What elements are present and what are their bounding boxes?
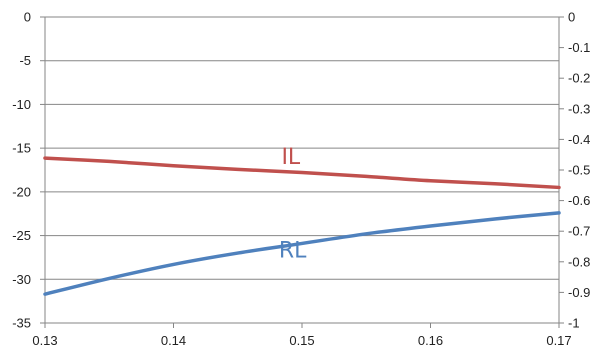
right-y-tick-label: -0.9 — [568, 285, 590, 300]
right-y-tick-label: -0.8 — [568, 254, 590, 269]
left-y-tick-label: -5 — [19, 53, 31, 68]
x-tick-label: 0.14 — [161, 333, 186, 348]
right-y-tick-label: -0.4 — [568, 132, 590, 147]
series-line-il — [43, 156, 561, 190]
series-line-rl — [43, 211, 561, 296]
series-label-rl: RL — [279, 238, 307, 263]
left-y-tick-label: -15 — [12, 141, 31, 156]
x-tick-label: 0.16 — [418, 333, 443, 348]
series-labels: IL RL — [279, 145, 307, 264]
left-y-tick-label: -20 — [12, 184, 31, 199]
x-tick-label: 0.17 — [546, 333, 571, 348]
left-y-tick-label: 0 — [24, 10, 31, 25]
axis-ticks: 0 -5 -10 -15 -20 -25 -30 -35 0 -0.1 -0.2 -0.3 -0.4 -0… — [12, 10, 590, 349]
series-lines — [43, 156, 561, 296]
x-tick-label: 0.15 — [289, 333, 314, 348]
x-tick-label: 0.13 — [32, 333, 57, 348]
right-y-tick-label: 0 — [568, 10, 575, 25]
left-y-tick-label: -10 — [12, 97, 31, 112]
right-y-tick-label: -1 — [568, 316, 580, 331]
left-y-tick-label: -35 — [12, 316, 31, 331]
right-y-tick-label: -0.5 — [568, 163, 590, 178]
right-y-tick-label: -0.6 — [568, 193, 590, 208]
series-label-il: IL — [281, 145, 300, 170]
right-y-tick-label: -0.1 — [568, 40, 590, 55]
left-y-tick-label: -25 — [12, 228, 31, 243]
gridlines — [45, 16, 559, 324]
left-y-tick-label: -30 — [12, 272, 31, 287]
right-y-tick-label: -0.7 — [568, 224, 590, 239]
right-y-tick-label: -0.2 — [568, 71, 590, 86]
right-y-tick-label: -0.3 — [568, 101, 590, 116]
